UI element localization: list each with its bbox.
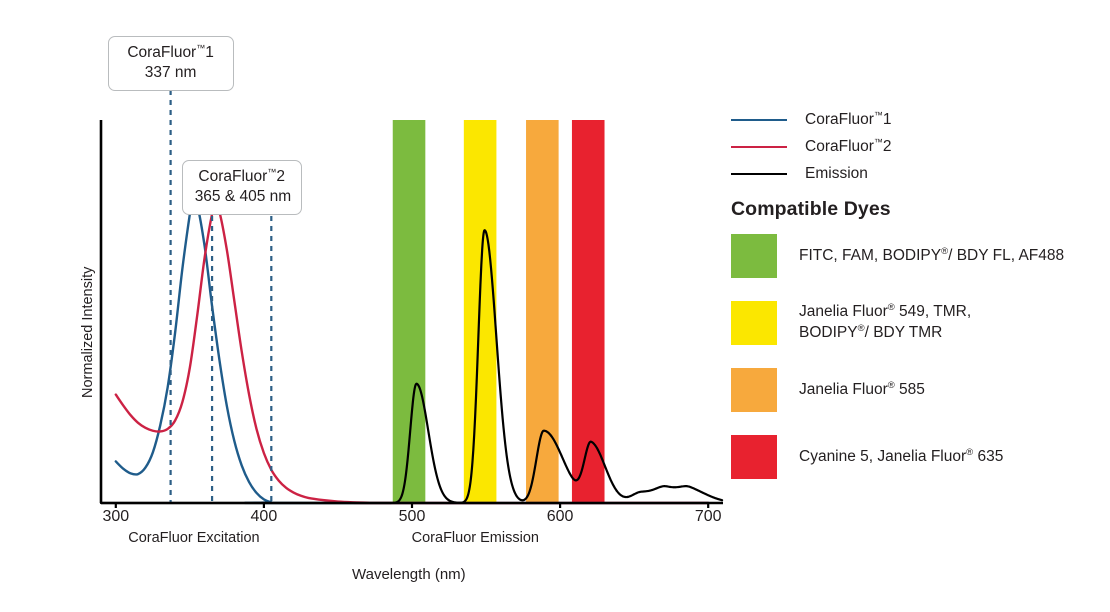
curve-coraflour2-excitation xyxy=(114,204,710,505)
x-tick-600: 600 xyxy=(546,508,574,525)
legend-label: CoraFluor™2 xyxy=(805,136,892,155)
x-tick-400: 400 xyxy=(250,508,278,525)
registered-icon: ® xyxy=(887,302,895,314)
marker2-line2: 365 & 405 nm xyxy=(194,187,292,205)
red-band xyxy=(571,120,605,503)
spectra-plot xyxy=(99,90,724,508)
dye-label-line1: Janelia Fluor® 585 xyxy=(799,379,925,398)
dye-label-line1: Cyanine 5, Janelia Fluor® 635 xyxy=(799,446,1004,465)
curve-coraflour1-excitation xyxy=(114,195,710,505)
yellow-swatch xyxy=(731,301,777,345)
dye-label: Cyanine 5, Janelia Fluor® 635 xyxy=(799,447,1003,468)
dye-item-4[interactable]: Cyanine 5, Janelia Fluor® 635 xyxy=(731,434,1110,480)
registered-icon: ® xyxy=(857,322,865,334)
legend-line-swatch xyxy=(731,145,787,148)
x-tick-300: 300 xyxy=(102,508,130,525)
legend-line-swatch xyxy=(731,118,787,121)
compatible-dyes-list: FITC, FAM, BODIPY®/ BDY FL, AF488 Janelia… xyxy=(731,233,1110,501)
region-label-excitation: CoraFluor Excitation xyxy=(128,530,260,546)
marker-callout-coraflour1: CoraFluor™1 337 nm xyxy=(107,36,234,91)
x-axis-title: Wavelength (nm) xyxy=(352,566,466,583)
region-label-emission: CoraFluor Emission xyxy=(411,530,539,546)
plot-area xyxy=(99,90,724,508)
marker-callout-coraflour2: CoraFluor™2 365 & 405 nm xyxy=(181,160,302,215)
compatible-dyes-title: Compatible Dyes xyxy=(731,198,891,220)
legend-label: CoraFluor™1 xyxy=(805,109,892,128)
legend-item-1[interactable]: CoraFluor™1 xyxy=(731,106,1110,133)
dye-label-line1: FITC, FAM, BODIPY®/ BDY FL, AF488 xyxy=(799,245,1065,264)
dye-label: Janelia Fluor® 549, TMR, BODIPY®/ BDY TMR xyxy=(799,302,971,343)
x-tick-700: 700 xyxy=(694,508,722,525)
trademark-icon: ™ xyxy=(873,136,883,147)
x-tick-500: 500 xyxy=(398,508,426,525)
legend-item-2[interactable]: CoraFluor™2 xyxy=(731,133,1110,160)
trademark-icon: ™ xyxy=(873,109,883,120)
marker1-line2: 337 nm xyxy=(144,63,197,81)
registered-icon: ® xyxy=(941,245,949,257)
trademark-icon: ™ xyxy=(267,166,277,177)
trademark-icon: ™ xyxy=(196,42,206,53)
y-axis-title: Normalized Intensity xyxy=(80,266,96,398)
dye-label-line2: BODIPY®/ BDY TMR xyxy=(799,322,943,341)
dye-label: FITC, FAM, BODIPY®/ BDY FL, AF488 xyxy=(799,246,1064,267)
legend-line-swatch xyxy=(731,172,787,175)
dye-label: Janelia Fluor® 585 xyxy=(799,380,925,401)
registered-icon: ® xyxy=(966,446,974,458)
dye-label-line1: Janelia Fluor® 549, TMR, xyxy=(799,302,972,321)
green-swatch xyxy=(731,234,777,278)
marker2-line1: CoraFluor™2 xyxy=(198,166,285,185)
registered-icon: ® xyxy=(887,379,895,391)
dye-item-2[interactable]: Janelia Fluor® 549, TMR, BODIPY®/ BDY TMR xyxy=(731,300,1110,346)
marker1-line1: CoraFluor™1 xyxy=(127,42,214,61)
dye-item-3[interactable]: Janelia Fluor® 585 xyxy=(731,367,1110,413)
red-swatch xyxy=(731,435,777,479)
legend-label: Emission xyxy=(805,164,868,182)
legend-item-3[interactable]: Emission xyxy=(731,160,1110,187)
orange-band xyxy=(526,120,559,503)
orange-swatch xyxy=(731,368,777,412)
series-legend: CoraFluor™1 CoraFluor™2 Emission xyxy=(731,106,1110,187)
dye-item-1[interactable]: FITC, FAM, BODIPY®/ BDY FL, AF488 xyxy=(731,233,1110,279)
